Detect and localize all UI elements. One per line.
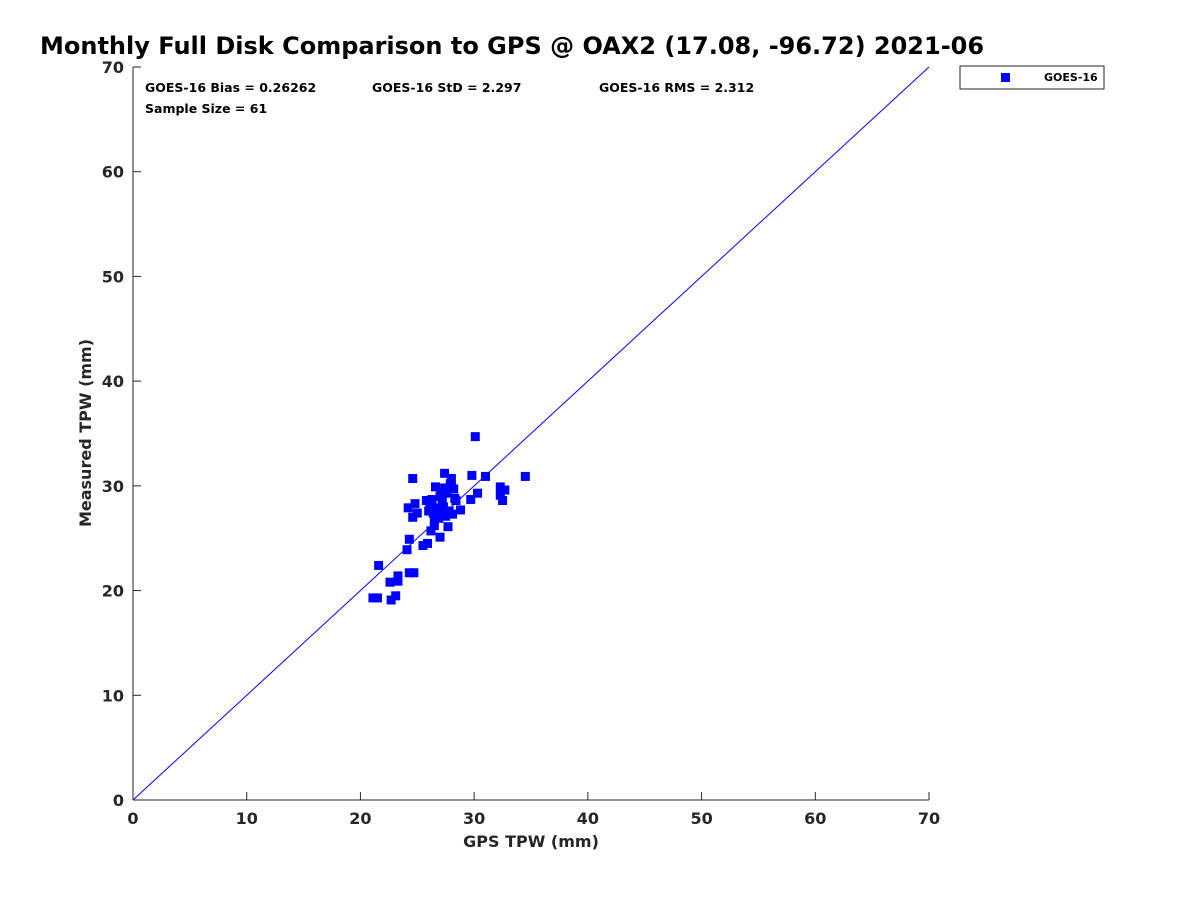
data-point — [430, 482, 440, 492]
y-tick-label: 0 — [113, 791, 124, 810]
x-tick-label: 30 — [463, 809, 485, 828]
x-tick-label: 70 — [918, 809, 940, 828]
data-point — [393, 576, 403, 586]
data-point — [495, 490, 505, 500]
data-point — [438, 502, 448, 512]
data-point — [402, 545, 412, 555]
data-point — [391, 591, 401, 601]
data-point — [448, 509, 458, 519]
data-point — [473, 488, 483, 498]
data-point — [393, 571, 403, 581]
y-tick-label: 10 — [102, 686, 124, 705]
data-point — [434, 513, 444, 523]
legend-label-goes-16: GOES-16 — [1044, 71, 1098, 84]
data-point — [437, 497, 447, 507]
data-point — [418, 541, 428, 551]
data-point — [410, 499, 420, 509]
y-tick-label: 70 — [102, 58, 124, 77]
x-axis-label: GPS TPW (mm) — [463, 832, 599, 851]
data-point — [432, 503, 442, 513]
x-tick-label: 10 — [236, 809, 258, 828]
data-point — [404, 568, 414, 578]
data-point — [424, 506, 434, 516]
stat-sample-size: Sample Size = 61 — [145, 101, 267, 116]
data-point — [500, 485, 510, 495]
data-point — [435, 532, 445, 542]
data-point — [455, 505, 465, 515]
data-point — [466, 494, 476, 504]
data-point — [451, 496, 461, 506]
x-tick-label: 60 — [804, 809, 826, 828]
data-point — [368, 593, 378, 603]
data-point — [386, 595, 396, 605]
data-point — [440, 483, 450, 493]
data-point — [498, 496, 508, 506]
data-point — [409, 568, 419, 578]
y-tick-label: 30 — [102, 477, 124, 496]
data-points-layer — [368, 432, 530, 605]
y-tick-label: 40 — [102, 372, 124, 391]
data-point — [372, 593, 382, 603]
data-point — [429, 521, 439, 531]
data-point — [520, 471, 530, 481]
data-point — [429, 515, 439, 525]
data-point — [385, 577, 395, 587]
y-tick-label: 50 — [102, 267, 124, 286]
data-point — [404, 534, 414, 544]
data-point — [374, 560, 384, 570]
stat-std: GOES-16 StD = 2.297 — [372, 80, 521, 95]
data-point — [443, 522, 453, 532]
data-point — [441, 511, 451, 521]
x-tick-label: 50 — [690, 809, 712, 828]
data-point — [440, 468, 450, 478]
x-tick-label: 20 — [349, 809, 371, 828]
data-point — [467, 470, 477, 480]
y-axis-label: Measured TPW (mm) — [76, 339, 95, 527]
y-tick-label: 20 — [102, 582, 124, 601]
data-point — [408, 474, 418, 484]
data-point — [481, 471, 491, 481]
data-point — [495, 482, 505, 492]
chart-title: Monthly Full Disk Comparison to GPS @ OA… — [40, 32, 984, 60]
data-point — [426, 526, 436, 536]
legend-marker-goes-16 — [1001, 73, 1010, 82]
data-point — [423, 538, 433, 548]
legend-box — [959, 65, 1105, 90]
stat-rms: GOES-16 RMS = 2.312 — [599, 80, 754, 95]
data-point — [470, 432, 480, 442]
data-point — [408, 512, 418, 522]
x-tick-label: 40 — [577, 809, 599, 828]
one-to-one-line — [132, 66, 930, 801]
data-point — [449, 484, 459, 494]
data-point — [428, 508, 438, 518]
y-tick-label: 60 — [102, 163, 124, 182]
data-point — [427, 494, 437, 504]
x-tick-label: 0 — [127, 809, 138, 828]
data-point — [421, 496, 431, 506]
reference-line-layer — [132, 66, 930, 801]
axes-layer: 0 10 20 30 40 50 60 70 0 10 20 30 40 50 60 70 — [102, 58, 940, 828]
data-point — [403, 503, 413, 513]
data-point — [425, 501, 435, 511]
data-point — [442, 488, 452, 498]
data-point — [412, 508, 422, 518]
legend: GOES-16 — [959, 65, 1105, 90]
stat-bias: GOES-16 Bias = 0.26262 — [145, 80, 316, 95]
data-point — [446, 474, 456, 484]
